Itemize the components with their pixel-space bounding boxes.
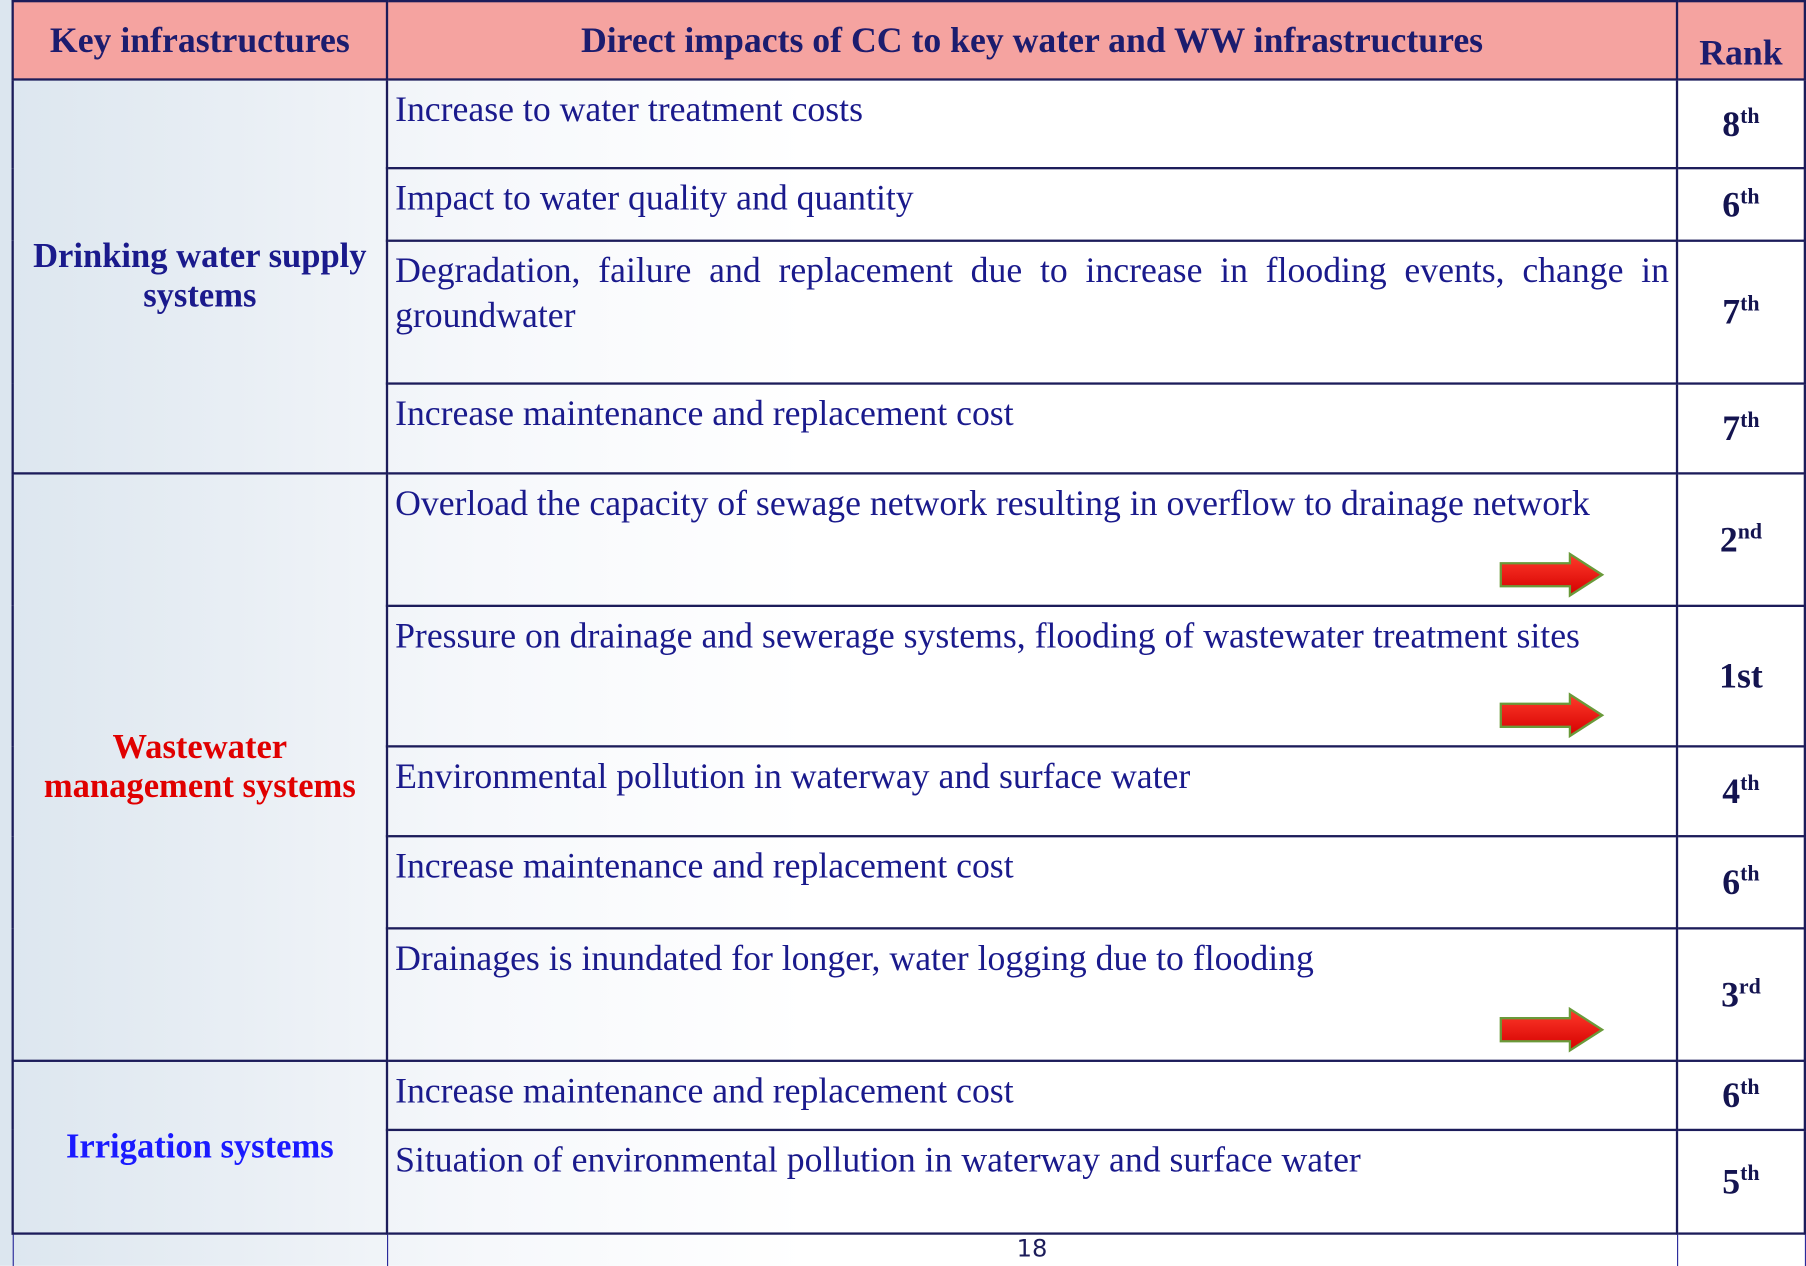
rank-cell: 4th: [1677, 746, 1805, 836]
rank-number: 6: [1722, 862, 1740, 902]
rank-cell: 6th: [1677, 1061, 1805, 1130]
rank-number: 7: [1722, 408, 1740, 448]
rank-cell: 3rd: [1677, 928, 1805, 1060]
group-cell: Irrigation systems: [13, 1061, 387, 1234]
rank-number: 4: [1722, 771, 1740, 811]
rank-number: 3: [1721, 974, 1739, 1014]
rank-suffix: th: [1740, 1162, 1759, 1186]
impact-text: Degradation, failure and replacement due…: [395, 250, 1669, 335]
rank-number: 8: [1722, 103, 1740, 143]
footer-cell: [1677, 1234, 1805, 1266]
rank-cell: 1st: [1677, 606, 1805, 747]
page-number: 18: [387, 1234, 1677, 1266]
impact-cell: Drainages is inundated for longer, water…: [387, 928, 1677, 1060]
rank-suffix: th: [1740, 771, 1759, 795]
impact-text: Overload the capacity of sewage network …: [395, 483, 1590, 523]
impact-cell: Degradation, failure and replacement due…: [387, 241, 1677, 384]
impact-text: Situation of environmental pollution in …: [395, 1139, 1361, 1179]
rank-cell: 8th: [1677, 79, 1805, 168]
impact-table: Key infrastructures Direct impacts of CC…: [12, 0, 1806, 1266]
header-cell: Direct impacts of CC to key water and WW…: [387, 1, 1677, 79]
rank-suffix: rd: [1739, 975, 1761, 999]
rank-cell: 5th: [1677, 1130, 1805, 1234]
rank-cell: 7th: [1677, 384, 1805, 474]
impact-cell: Situation of environmental pollution in …: [387, 1130, 1677, 1234]
rank-suffix: th: [1740, 409, 1759, 433]
impact-text: Increase to water treatment costs: [395, 89, 863, 129]
rank-suffix: th: [1740, 1075, 1759, 1099]
impact-cell: Environmental pollution in waterway and …: [387, 746, 1677, 836]
rank-suffix: th: [1740, 184, 1759, 208]
rank-cell: 2nd: [1677, 473, 1805, 605]
impact-text: Increase maintenance and replacement cos…: [395, 845, 1014, 885]
arrow-icon: [1498, 1007, 1604, 1053]
rank-cell: 6th: [1677, 836, 1805, 928]
header-cell: Key infrastructures: [13, 1, 387, 79]
impact-text: Pressure on drainage and sewerage system…: [395, 615, 1580, 655]
rank-cell: 6th: [1677, 168, 1805, 241]
rank-number: 2: [1720, 519, 1738, 559]
impact-cell: Increase maintenance and replacement cos…: [387, 1061, 1677, 1130]
impact-cell: Increase to water treatment costs: [387, 79, 1677, 168]
impact-text: Increase maintenance and replacement cos…: [395, 393, 1014, 433]
footer-cell: [13, 1234, 387, 1266]
footer-row: 18: [13, 1234, 1805, 1266]
rank-suffix: nd: [1738, 520, 1762, 544]
rank-suffix: th: [1740, 292, 1759, 316]
rank-number: 6: [1722, 184, 1740, 224]
impact-text: Environmental pollution in waterway and …: [395, 756, 1190, 796]
impact-text: Drainages is inundated for longer, water…: [395, 938, 1314, 978]
group-cell: Wastewater management systems: [13, 473, 387, 1060]
impact-cell: Impact to water quality and quantity: [387, 168, 1677, 241]
page: Key infrastructures Direct impacts of CC…: [0, 0, 1806, 1266]
rank-number: 7: [1722, 291, 1740, 331]
rank-cell: 7th: [1677, 241, 1805, 384]
header-cell: Rank: [1677, 1, 1805, 79]
slide: Key infrastructures Direct impacts of CC…: [0, 0, 1806, 1266]
group-cell: Drinking water supply systems: [13, 79, 387, 473]
impact-text: Impact to water quality and quantity: [395, 177, 914, 217]
arrow-icon: [1498, 692, 1604, 738]
rank-number: 1st: [1719, 655, 1763, 695]
impact-cell: Pressure on drainage and sewerage system…: [387, 606, 1677, 747]
rank-number: 5: [1722, 1161, 1740, 1201]
impact-cell: Increase maintenance and replacement cos…: [387, 836, 1677, 928]
impact-text: Increase maintenance and replacement cos…: [395, 1070, 1014, 1110]
rank-suffix: th: [1740, 104, 1759, 128]
rank-suffix: th: [1740, 862, 1759, 886]
rank-number: 6: [1722, 1075, 1740, 1115]
impact-cell: Overload the capacity of sewage network …: [387, 473, 1677, 605]
arrow-icon: [1498, 552, 1604, 598]
impact-cell: Increase maintenance and replacement cos…: [387, 384, 1677, 474]
